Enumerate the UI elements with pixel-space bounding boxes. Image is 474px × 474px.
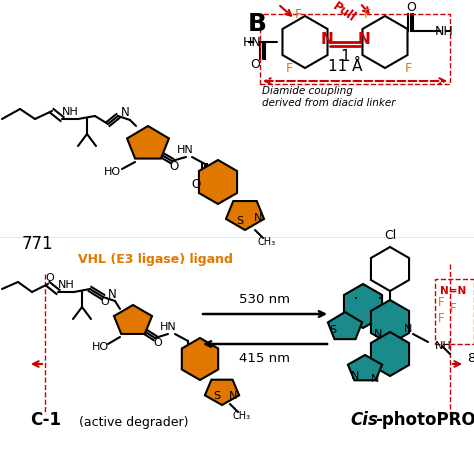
Text: O: O (250, 57, 260, 71)
Text: S: S (237, 216, 244, 226)
Text: HO: HO (103, 167, 120, 177)
Text: Cl: Cl (384, 229, 396, 242)
Text: N: N (404, 324, 412, 334)
Text: O: O (191, 177, 201, 191)
Text: 8 Å: 8 Å (468, 353, 474, 365)
Text: HN: HN (243, 36, 262, 48)
Text: Pull: Pull (330, 0, 358, 25)
Text: •: • (354, 296, 358, 302)
Text: F: F (364, 8, 371, 20)
Text: F: F (404, 62, 411, 74)
Text: HN: HN (177, 145, 193, 155)
Text: F: F (285, 62, 292, 74)
Text: N: N (351, 371, 359, 381)
Text: VHL (E3 ligase) ligand: VHL (E3 ligase) ligand (78, 253, 232, 265)
Polygon shape (226, 201, 264, 230)
Text: 11 Å: 11 Å (328, 59, 362, 74)
Text: S: S (213, 391, 220, 401)
Text: •: • (378, 296, 382, 302)
Text: N: N (320, 31, 333, 46)
Text: N: N (254, 213, 262, 223)
Polygon shape (348, 355, 382, 380)
Text: O: O (406, 0, 416, 13)
Polygon shape (127, 126, 169, 159)
Text: (active degrader): (active degrader) (75, 416, 189, 429)
Text: 1: 1 (340, 48, 350, 64)
Text: NH: NH (62, 107, 78, 117)
Text: C-1: C-1 (30, 411, 61, 429)
Text: NH: NH (435, 25, 454, 37)
Text: N: N (371, 374, 379, 384)
Text: Cis: Cis (350, 411, 378, 429)
Text: 415 nm: 415 nm (239, 352, 291, 365)
Text: F: F (438, 312, 445, 326)
Text: 771: 771 (22, 235, 54, 253)
Text: HO: HO (91, 342, 109, 352)
Text: B: B (248, 12, 267, 36)
Text: -photoPROT: -photoPROT (375, 411, 474, 429)
Polygon shape (114, 305, 152, 334)
Text: S: S (329, 325, 337, 335)
Polygon shape (371, 332, 409, 376)
Polygon shape (205, 380, 239, 405)
Text: F: F (438, 295, 445, 309)
Text: N: N (108, 288, 117, 301)
Text: N: N (358, 31, 371, 46)
Text: NH: NH (435, 341, 452, 351)
Polygon shape (344, 284, 382, 328)
Polygon shape (371, 300, 409, 344)
Text: F: F (450, 302, 456, 316)
Text: O: O (169, 159, 179, 173)
Text: N: N (120, 106, 129, 118)
Polygon shape (371, 247, 409, 291)
Text: F: F (294, 8, 301, 20)
Text: CH₃: CH₃ (233, 411, 251, 421)
Polygon shape (363, 16, 408, 68)
Text: NH: NH (58, 280, 74, 290)
Text: N=N: N=N (440, 286, 466, 296)
Text: Pull: Pull (244, 0, 272, 1)
Text: N: N (229, 391, 237, 401)
Text: O: O (46, 273, 55, 283)
Text: O: O (100, 297, 109, 307)
Text: 530 nm: 530 nm (239, 293, 291, 306)
Polygon shape (199, 160, 237, 204)
Text: N: N (374, 329, 382, 339)
Polygon shape (283, 16, 328, 68)
Text: Diamide coupling
derived from diacid linker: Diamide coupling derived from diacid lin… (262, 86, 395, 108)
Text: O: O (154, 338, 163, 348)
Text: CH₃: CH₃ (258, 237, 276, 247)
Polygon shape (182, 338, 218, 380)
Polygon shape (328, 312, 362, 339)
Text: HN: HN (160, 322, 176, 332)
